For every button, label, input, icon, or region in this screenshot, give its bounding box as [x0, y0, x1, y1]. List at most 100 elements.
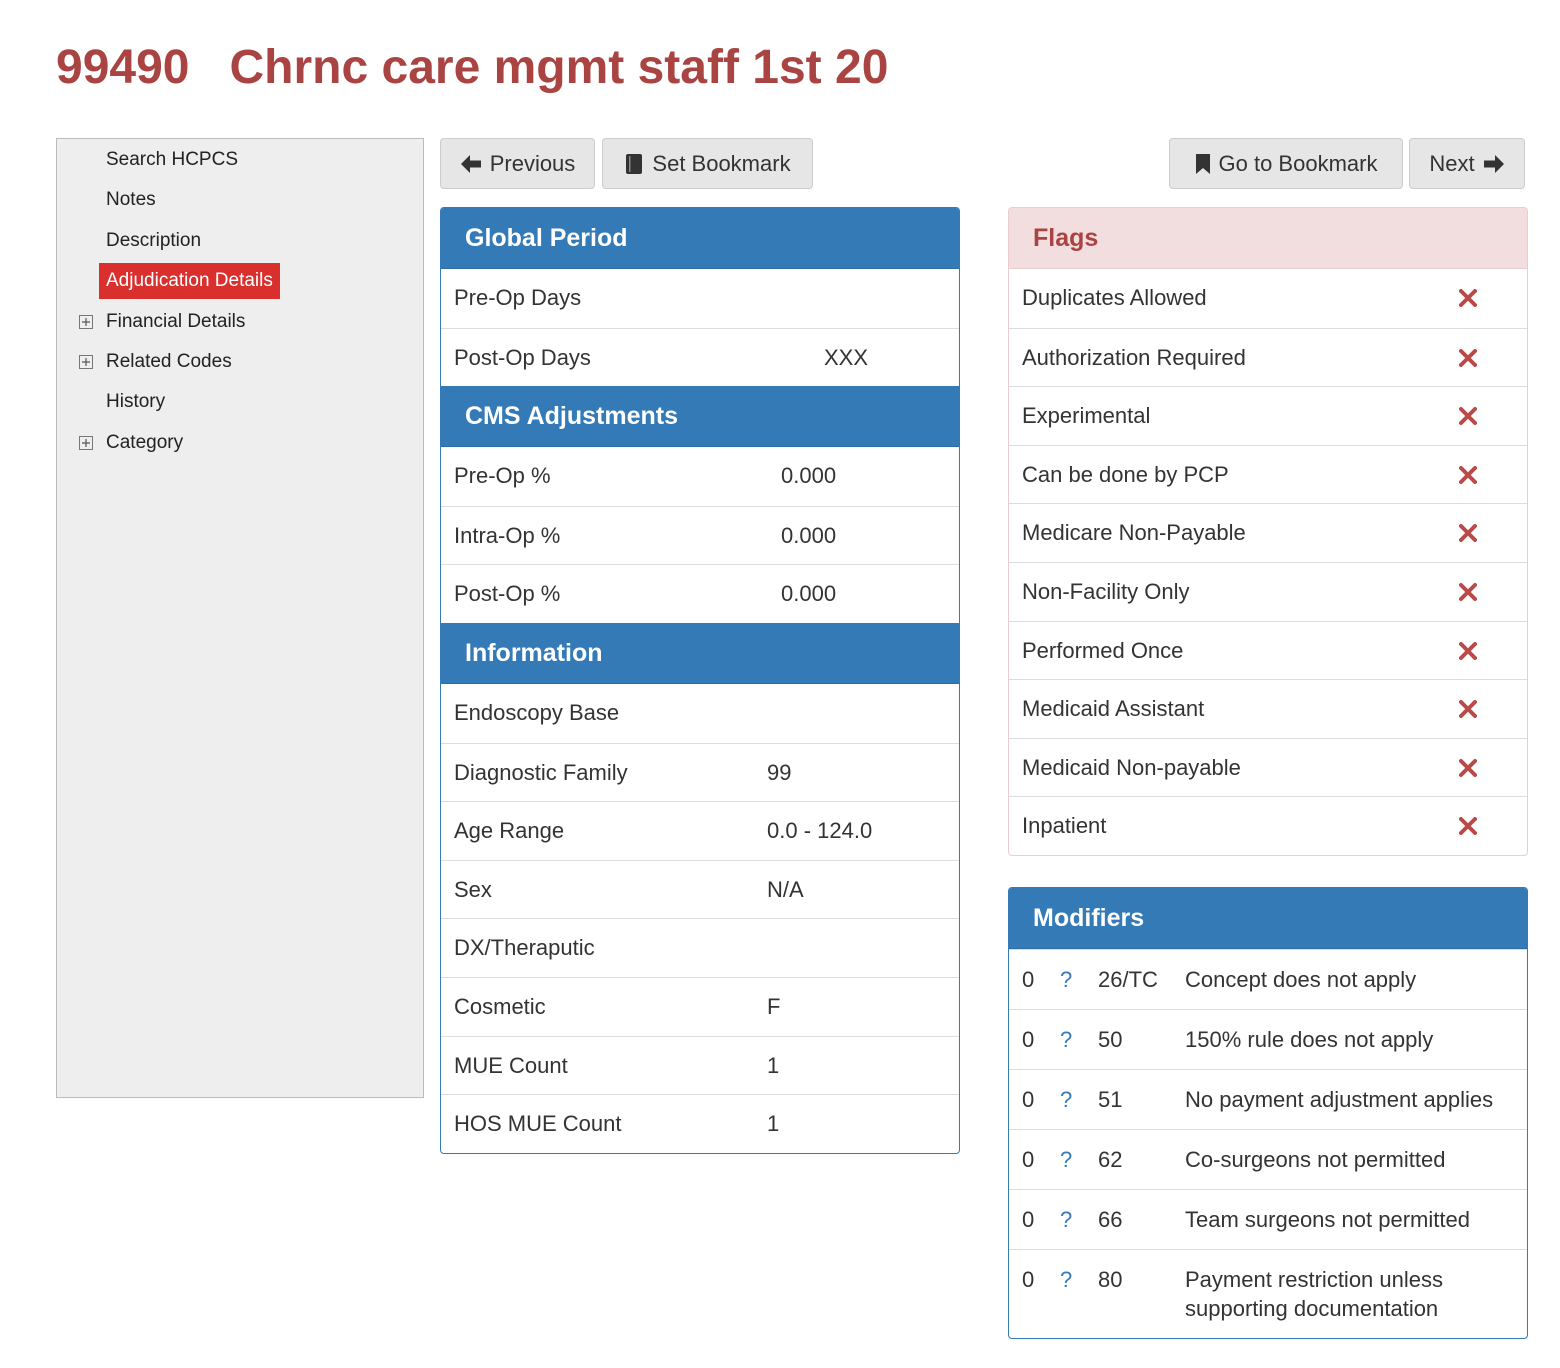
table-row: Pre-Op % 0.000	[441, 447, 959, 506]
flag-row: Experimental	[1009, 386, 1527, 445]
flag-label: Experimental	[1022, 403, 1151, 429]
help-link[interactable]: ?	[1060, 1087, 1073, 1112]
modifier-row: 0? 26/TC Concept does not apply	[1009, 949, 1527, 1009]
modifier-indicator: 0	[1022, 1027, 1035, 1052]
nav-item[interactable]: Description	[106, 229, 202, 251]
row-label: Pre-Op Days	[454, 285, 582, 310]
flag-row: Duplicates Allowed	[1009, 269, 1527, 328]
nav-item[interactable]: History	[106, 391, 166, 413]
modifier-description: Team surgeons not permitted	[1185, 1207, 1470, 1232]
nav-item[interactable]: Related Codes	[106, 351, 232, 372]
flag-row: Non-Facility Only	[1009, 561, 1527, 621]
modifier-row: 0? 66 Team surgeons not permitted	[1009, 1189, 1527, 1249]
flag-label: Non-Facility Only	[1022, 578, 1190, 604]
panel-body: 0? 26/TC Concept does not apply 0? 50 150% ru…	[1009, 949, 1527, 1338]
row-label: Age Range	[454, 818, 565, 844]
cross-icon	[1459, 465, 1477, 484]
help-link[interactable]: ?	[1060, 1147, 1073, 1172]
flag-row: Medicaid Non-payable	[1009, 737, 1527, 797]
modifier-description: 150% rule does not apply	[1185, 1027, 1434, 1052]
button-label: Previous	[489, 150, 576, 176]
row-value: N/A	[767, 876, 804, 902]
row-label: Post-Op Days	[454, 344, 591, 370]
flag-label: Duplicates Allowed	[1022, 285, 1207, 310]
help-link[interactable]: ?	[1060, 1027, 1073, 1052]
panel-body: Endoscopy Base Diagnostic Family 99 Age Ran…	[441, 684, 959, 1153]
table-row: Post-Op % 0.000	[441, 564, 959, 623]
row-label: Intra-Op %	[454, 522, 561, 548]
help-link[interactable]: ?	[1060, 1267, 1073, 1292]
table-row: Pre-Op Days	[441, 269, 959, 328]
flag-label: Authorization Required	[1022, 344, 1246, 370]
cross-icon	[1459, 348, 1477, 367]
modifier-code: 62	[1098, 1147, 1123, 1172]
nav-item[interactable]: Category	[106, 431, 184, 453]
button-label: Go to Bookmark	[1218, 150, 1378, 176]
modifier-row: 0? 80 Payment restriction unless supportin…	[1009, 1249, 1527, 1338]
table-row: Intra-Op % 0.000	[441, 505, 959, 565]
cross-icon	[1459, 407, 1477, 426]
code-title: Chrnc care mgmt staff 1st 20	[229, 41, 889, 94]
table-row: MUE Count 1	[441, 1035, 959, 1095]
panel-heading: Modifiers	[1009, 888, 1527, 949]
previous-button[interactable]: Previous	[440, 138, 595, 189]
panel-heading: Information	[441, 622, 959, 684]
modifier-indicator: 0	[1022, 967, 1035, 992]
expand-icon	[79, 355, 93, 369]
nav-item[interactable]: Adjudication Details	[99, 263, 280, 300]
cross-icon	[1459, 817, 1477, 836]
modifier-code: 51	[1098, 1087, 1123, 1112]
modifier-code: 50	[1098, 1027, 1123, 1052]
table-row: Diagnostic Family 99	[441, 742, 959, 802]
panel-body: Pre-Op % 0.000 Intra-Op % 0.000 Post-Op % 0.0…	[441, 447, 959, 623]
flag-row: Performed Once	[1009, 620, 1527, 680]
row-label: Post-Op %	[454, 581, 561, 607]
row-value: 1	[767, 1111, 780, 1137]
modifier-indicator: 0	[1022, 1207, 1035, 1232]
panel-heading: Global Period	[441, 208, 959, 269]
book-icon	[626, 153, 643, 174]
flag-label: Performed Once	[1022, 637, 1184, 663]
flag-row: Authorization Required	[1009, 327, 1527, 387]
go-to-bookmark-button[interactable]: Go to Bookmark	[1169, 138, 1403, 189]
table-row: HOS MUE Count 1	[441, 1094, 959, 1153]
flag-label: Medicaid Non-payable	[1022, 754, 1241, 780]
table-row: Endoscopy Base	[441, 684, 959, 743]
row-value: 0.000	[781, 581, 837, 607]
nav-item[interactable]: Notes	[106, 189, 156, 211]
arrow-left-icon	[460, 154, 481, 173]
panel-heading: CMS Adjustments	[441, 386, 959, 448]
row-label: Diagnostic Family	[454, 759, 628, 785]
row-label: HOS MUE Count	[454, 1111, 622, 1137]
row-value: 99	[767, 759, 792, 785]
table-row: Sex N/A	[441, 859, 959, 919]
modifier-indicator: 0	[1022, 1147, 1035, 1172]
sidebar: Search HCPCS Notes Description Adjudication…	[56, 138, 424, 1098]
modifiers-panel: Modifiers 0? 26/TC Concept does not apply 0?…	[1008, 887, 1528, 1339]
row-value: XXX	[824, 344, 869, 370]
nav-item[interactable]: Search HCPCS	[106, 149, 238, 170]
code: 99490	[56, 41, 190, 94]
cross-icon	[1459, 641, 1477, 660]
modifier-code: 80	[1098, 1267, 1123, 1292]
cross-icon	[1459, 289, 1477, 307]
panel-heading: Flags	[1009, 208, 1527, 269]
nav-item[interactable]: Financial Details	[106, 310, 246, 332]
table-row: Age Range 0.0 - 124.0	[441, 801, 959, 860]
cross-icon	[1459, 524, 1477, 543]
modifier-description: No payment adjustment applies	[1185, 1087, 1494, 1112]
next-button[interactable]: Next	[1409, 138, 1525, 189]
modifier-description: Payment restriction unless supporting do…	[1185, 1267, 1443, 1321]
row-value: 0.0 - 124.0	[767, 818, 873, 844]
row-label: Sex	[454, 876, 492, 902]
expand-icon	[79, 314, 93, 329]
table-row: Cosmetic F	[441, 976, 959, 1036]
help-link[interactable]: ?	[1060, 1207, 1073, 1232]
flag-label: Inpatient	[1022, 813, 1107, 839]
help-link[interactable]: ?	[1060, 967, 1073, 992]
set-bookmark-button[interactable]: Set Bookmark	[602, 138, 813, 189]
modifier-row: 0? 51 No payment adjustment applies	[1009, 1069, 1527, 1129]
table-row: Post-Op Days XXX	[441, 327, 959, 387]
row-label: Pre-Op %	[454, 463, 551, 489]
